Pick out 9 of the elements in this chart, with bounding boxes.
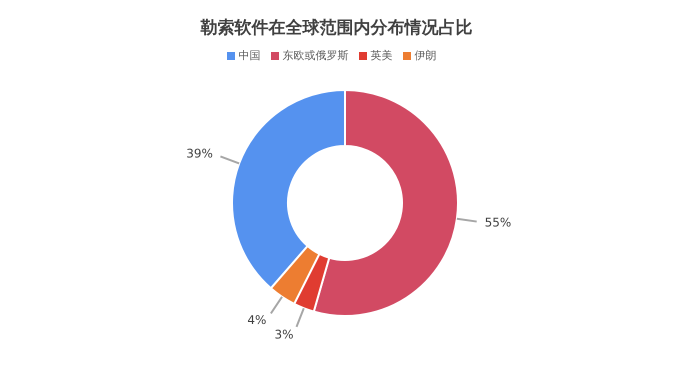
legend-label: 伊朗 <box>414 49 436 62</box>
chart-title: 勒索软件在全球范围内分布情况占比 <box>200 17 474 39</box>
data-label: 39% <box>186 146 213 161</box>
legend-label: 东欧或俄罗斯 <box>282 49 348 62</box>
data-label: 3% <box>274 327 294 342</box>
data-label: 55% <box>484 216 512 230</box>
legend-label: 英美 <box>370 49 392 62</box>
data-label: 4% <box>247 313 266 328</box>
legend-label: 中国 <box>238 49 260 62</box>
